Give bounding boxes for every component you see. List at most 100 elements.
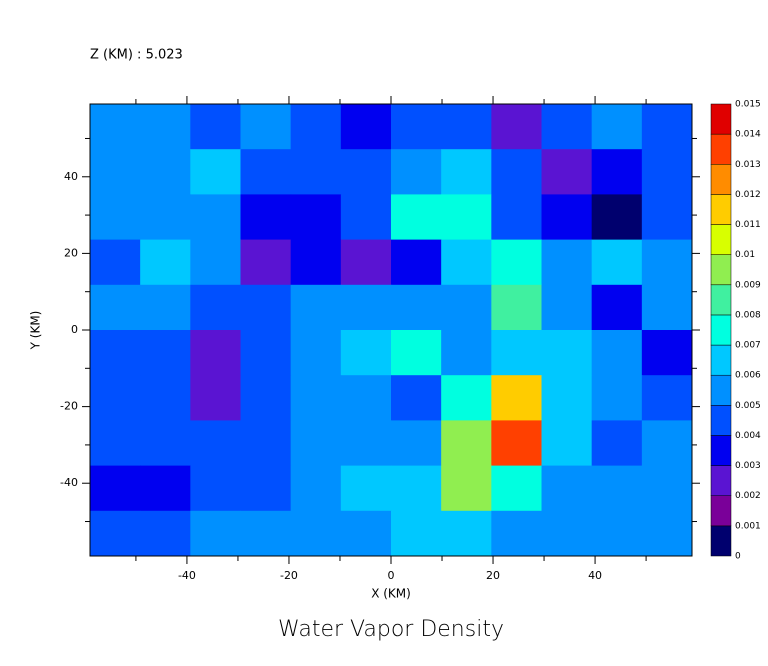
field-cell [190, 194, 241, 241]
colorbar-box [710, 525, 732, 557]
field-cell [290, 510, 342, 557]
field-cell [491, 420, 542, 467]
field-cell [90, 284, 141, 331]
field-cell [90, 239, 141, 286]
field-cell [140, 465, 191, 512]
y-tick-label: -20 [60, 400, 78, 413]
colorbar-label: 0.011 [735, 220, 761, 230]
field-cell [391, 420, 442, 467]
field-cell [591, 420, 643, 467]
colorbar-box [710, 224, 732, 255]
field-cell [491, 104, 542, 150]
field-cell [240, 420, 292, 467]
field-cell [441, 284, 492, 331]
field-cell [441, 194, 492, 241]
colorbar-box [710, 133, 732, 165]
field-cell [190, 465, 241, 512]
field-cell [340, 194, 392, 241]
field-cell [190, 149, 241, 195]
colorbar-box [710, 435, 732, 466]
field-cell [240, 284, 292, 331]
x-tick-label: 20 [486, 569, 500, 582]
y-tick-label: 0 [71, 323, 78, 336]
colorbar-box [710, 495, 732, 527]
field-cell [240, 194, 292, 241]
field-cell [441, 104, 492, 150]
field-cell [90, 194, 141, 241]
field-cell [491, 330, 542, 376]
colorbar-label: 0.01 [735, 250, 755, 260]
field-cell [491, 375, 542, 421]
field-cell [441, 239, 492, 286]
colorbar-label: 0.004 [735, 431, 761, 441]
colorbar-label: 0.009 [735, 280, 761, 290]
field-cell [591, 104, 643, 150]
field-cell [541, 149, 593, 195]
field-cell [140, 375, 191, 421]
field-cell [541, 194, 593, 241]
field-cell [441, 330, 492, 376]
field-cell [290, 284, 342, 331]
field-cell [591, 284, 643, 331]
field-cell [641, 420, 693, 467]
field-cell [240, 149, 292, 195]
field-cell [340, 149, 392, 195]
field-cell [290, 420, 342, 467]
colorbar-box [710, 103, 732, 135]
field-cell [541, 375, 593, 421]
field-cell [641, 375, 693, 421]
field-cell [290, 375, 342, 421]
field-cell [391, 104, 442, 150]
field-cell [391, 375, 442, 421]
chart-title: Water Vapor Density [278, 617, 504, 642]
field-cell [491, 510, 542, 557]
field-cell [391, 330, 442, 376]
field-cell [491, 149, 542, 195]
field-cell [140, 149, 191, 195]
field-cell [641, 194, 693, 241]
field-cell [441, 465, 492, 512]
field-cell [541, 104, 593, 150]
field-cell [290, 194, 342, 241]
field-cell [441, 420, 492, 467]
colorbar-label: 0.015 [735, 100, 761, 110]
colorbar-label: 0.014 [735, 130, 761, 140]
field-cell [240, 465, 292, 512]
field-cell [140, 239, 191, 286]
field-cell [541, 330, 593, 376]
field-cell [591, 330, 643, 376]
colorbar-label: 0.007 [735, 341, 761, 351]
field-cell [240, 239, 292, 286]
field-cell [340, 330, 392, 376]
field-cell [591, 194, 643, 241]
field-cell [140, 420, 191, 467]
colorbar-label: 0.005 [735, 401, 761, 411]
y-tick-label: -40 [60, 476, 78, 489]
field-cell [140, 284, 191, 331]
field-cell [190, 420, 241, 467]
field-cell [190, 104, 241, 150]
colorbar-label: 0.006 [735, 371, 761, 381]
field-cell [441, 375, 492, 421]
subtitle: Z (KM) : 5.023 [90, 48, 183, 63]
colorbar-box [710, 194, 732, 225]
colorbar-box [710, 314, 732, 346]
x-tick-label: 40 [588, 569, 602, 582]
field-cell [340, 465, 392, 512]
field-cell [441, 510, 492, 557]
y-axis-label: Y (KM) [29, 311, 43, 351]
field-cell [441, 149, 492, 195]
colorbar-box [710, 164, 732, 195]
colorbar-box [710, 405, 732, 436]
field-cell [491, 239, 542, 286]
field-cell [641, 465, 693, 512]
colorbar-label: 0.001 [735, 521, 761, 531]
field-cell [641, 330, 693, 376]
field-cell [190, 239, 241, 286]
field-cell [391, 239, 442, 286]
field-cell [541, 239, 593, 286]
field-cell [591, 149, 643, 195]
field-cell [591, 375, 643, 421]
field-cell [190, 510, 241, 557]
